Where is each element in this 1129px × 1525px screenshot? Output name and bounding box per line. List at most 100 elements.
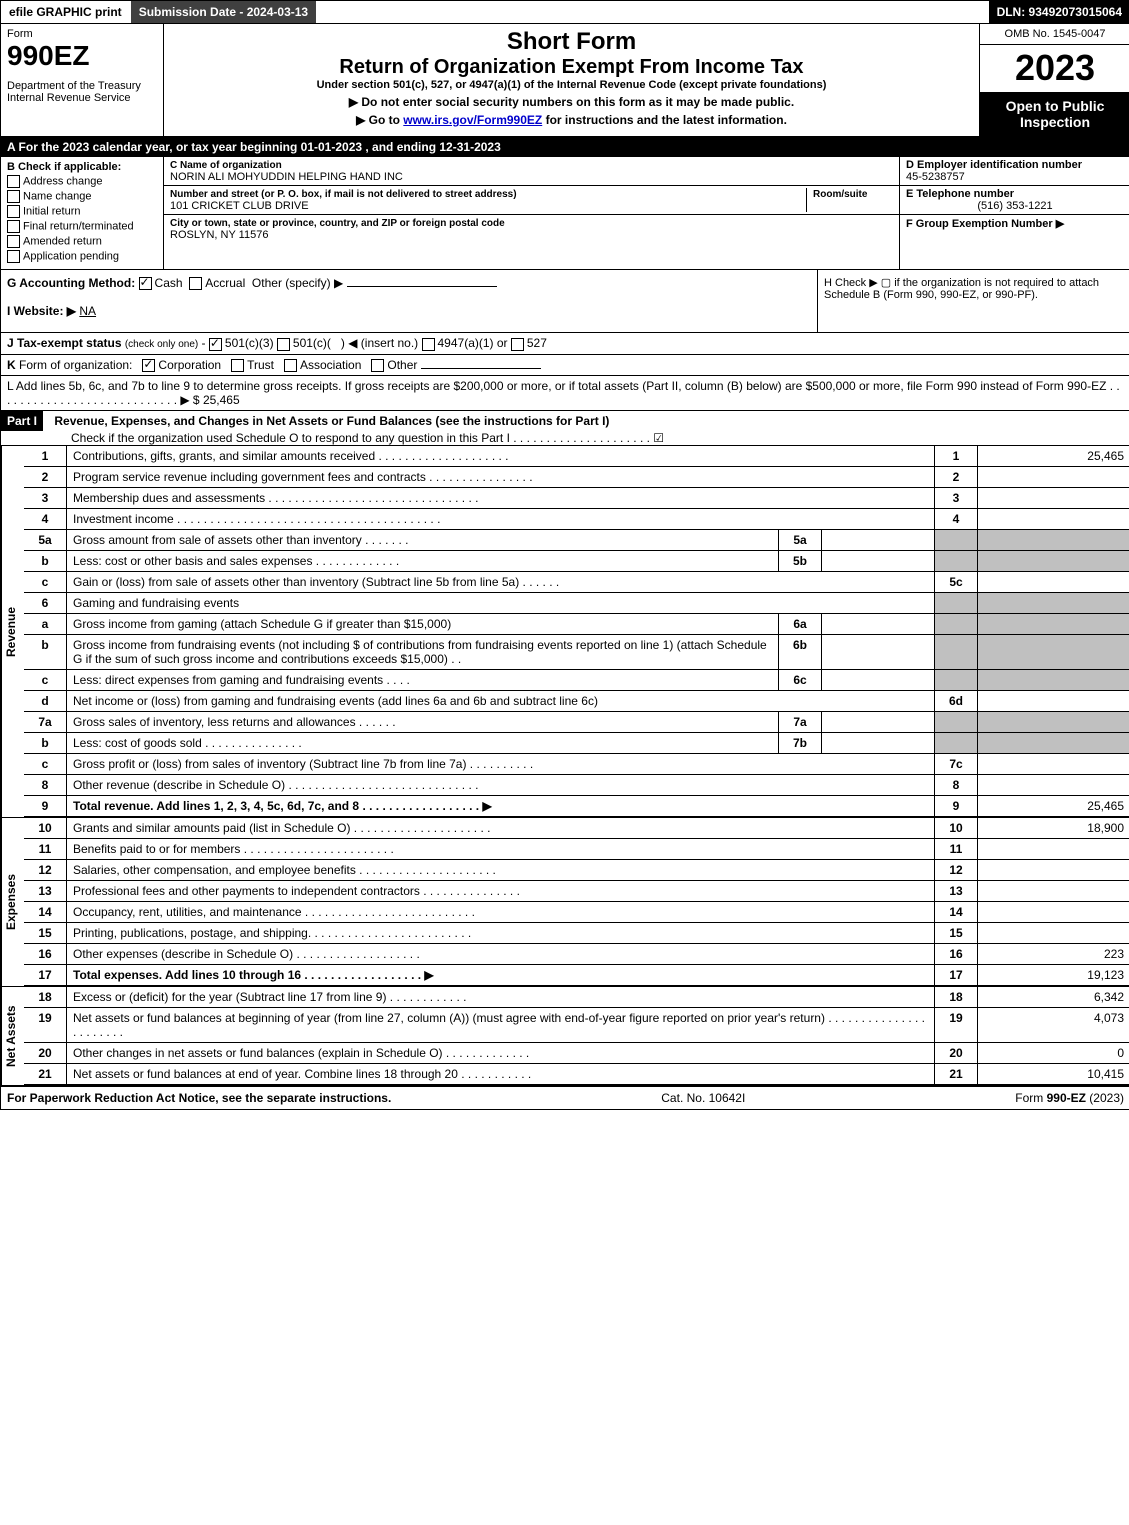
revenue-section: Revenue 1Contributions, gifts, grants, a… [1, 446, 1129, 818]
dept-line-2: Internal Revenue Service [7, 92, 157, 104]
group-block: F Group Exemption Number ▶ [900, 215, 1129, 232]
instruction-1: ▶ Do not enter social security numbers o… [170, 95, 973, 109]
revenue-table: 1Contributions, gifts, grants, and simil… [24, 446, 1129, 817]
part1-label: Part I [1, 411, 43, 431]
chk-501c3[interactable] [209, 338, 222, 351]
org-city: ROSLYN, NY 11576 [170, 229, 268, 241]
chk-address-change[interactable]: Address change [7, 175, 157, 188]
line-18: 18Excess or (deficit) for the year (Subt… [24, 987, 1129, 1008]
title-col: Short Form Return of Organization Exempt… [164, 24, 980, 136]
footer-left: For Paperwork Reduction Act Notice, see … [7, 1091, 391, 1105]
netassets-vert-label: Net Assets [1, 987, 24, 1085]
form-container: efile GRAPHIC print Submission Date - 20… [0, 0, 1129, 1110]
expenses-table: 10Grants and similar amounts paid (list … [24, 818, 1129, 986]
secg-other: Other (specify) ▶ [252, 276, 343, 290]
part1-check: Check if the organization used Schedule … [1, 431, 664, 445]
line-7a: 7aGross sales of inventory, less returns… [24, 711, 1129, 732]
revenue-vert-label: Revenue [1, 446, 24, 817]
section-k: K Form of organization: Corporation Trus… [1, 355, 1129, 376]
section-j: J Tax-exempt status (check only one) - 5… [1, 333, 1129, 354]
chk-assoc[interactable] [284, 359, 297, 372]
line-5c: cGain or (loss) from sale of assets othe… [24, 571, 1129, 592]
tel-lbl: E Telephone number [906, 188, 1014, 200]
tel-value: (516) 353-1221 [906, 200, 1124, 212]
section-g: G Accounting Method: Cash Accrual Other … [1, 270, 817, 332]
netassets-section: Net Assets 18Excess or (deficit) for the… [1, 987, 1129, 1087]
chk-other-org[interactable] [371, 359, 384, 372]
chk-527[interactable] [511, 338, 524, 351]
instr2-pre: ▶ Go to [356, 113, 403, 127]
secg-lbl: G Accounting Method: [7, 276, 135, 290]
line-8: 8Other revenue (describe in Schedule O) … [24, 774, 1129, 795]
group-lbl: F Group Exemption Number ▶ [906, 218, 1064, 230]
city-block: City or town, state or province, country… [164, 215, 899, 243]
line-12: 12Salaries, other compensation, and empl… [24, 859, 1129, 880]
section-b-label: B Check if applicable: [7, 161, 157, 173]
chk-4947[interactable] [422, 338, 435, 351]
top-bar: efile GRAPHIC print Submission Date - 20… [1, 1, 1129, 24]
line-19: 19Net assets or fund balances at beginni… [24, 1007, 1129, 1042]
line-13: 13Professional fees and other payments t… [24, 880, 1129, 901]
org-name-lbl: C Name of organization [170, 160, 282, 171]
org-name: NORIN ALI MOHYUDDIN HELPING HAND INC [170, 171, 403, 183]
gh-row: G Accounting Method: Cash Accrual Other … [1, 270, 1129, 333]
section-def: D Employer identification number 45-5238… [900, 157, 1129, 269]
chk-final-return[interactable]: Final return/terminated [7, 220, 157, 233]
form-label: Form [7, 28, 157, 40]
dln-label: DLN: 93492073015064 [989, 1, 1129, 23]
ein-lbl: D Employer identification number [906, 159, 1082, 171]
line-6b: bGross income from fundraising events (n… [24, 634, 1129, 669]
chk-amended[interactable]: Amended return [7, 235, 157, 248]
spacer [317, 1, 988, 23]
addr-lbl: Number and street (or P. O. box, if mail… [170, 189, 517, 200]
room-lbl: Room/suite [813, 189, 867, 200]
irs-link[interactable]: www.irs.gov/Form990EZ [403, 113, 542, 127]
chk-initial-return[interactable]: Initial return [7, 205, 157, 218]
instr2-post: for instructions and the latest informat… [542, 113, 787, 127]
line-14: 14Occupancy, rent, utilities, and mainte… [24, 901, 1129, 922]
section-b: B Check if applicable: Address change Na… [1, 157, 164, 269]
expenses-vert-label: Expenses [1, 818, 24, 986]
section-c: C Name of organization NORIN ALI MOHYUDD… [164, 157, 900, 269]
line-21: 21Net assets or fund balances at end of … [24, 1063, 1129, 1084]
chk-501c[interactable] [277, 338, 290, 351]
netassets-table: 18Excess or (deficit) for the year (Subt… [24, 987, 1129, 1085]
submission-date: Submission Date - 2024-03-13 [131, 1, 317, 23]
line-11: 11Benefits paid to or for members . . . … [24, 838, 1129, 859]
city-lbl: City or town, state or province, country… [170, 218, 505, 229]
line-7b: bLess: cost of goods sold . . . . . . . … [24, 732, 1129, 753]
chk-pending[interactable]: Application pending [7, 250, 157, 263]
line-9: 9Total revenue. Add lines 1, 2, 3, 4, 5c… [24, 795, 1129, 816]
line-2: 2Program service revenue including gover… [24, 466, 1129, 487]
efile-print-label[interactable]: efile GRAPHIC print [1, 1, 131, 23]
line-20: 20Other changes in net assets or fund ba… [24, 1042, 1129, 1063]
section-a: A For the 2023 calendar year, or tax yea… [1, 137, 1129, 157]
header-row: Form 990EZ Department of the Treasury In… [1, 24, 1129, 137]
chk-cash[interactable] [139, 277, 152, 290]
chk-name-change[interactable]: Name change [7, 190, 157, 203]
omb-number: OMB No. 1545-0047 [980, 24, 1129, 45]
dept-line-1: Department of the Treasury [7, 80, 157, 92]
form-number: 990EZ [7, 40, 157, 72]
instruction-2: ▶ Go to www.irs.gov/Form990EZ for instru… [170, 113, 973, 127]
ein-value: 45-5238757 [906, 171, 965, 183]
line-6: 6Gaming and fundraising events [24, 592, 1129, 613]
footer-mid: Cat. No. 10642I [661, 1091, 745, 1105]
section-l: L Add lines 5b, 6c, and 7b to line 9 to … [1, 376, 1129, 411]
line-4: 4Investment income . . . . . . . . . . .… [24, 508, 1129, 529]
expenses-section: Expenses 10Grants and similar amounts pa… [1, 818, 1129, 987]
right-col: OMB No. 1545-0047 2023 Open to Public In… [980, 24, 1129, 136]
line-15: 15Printing, publications, postage, and s… [24, 922, 1129, 943]
chk-trust[interactable] [231, 359, 244, 372]
line-5b: bLess: cost or other basis and sales exp… [24, 550, 1129, 571]
line-7c: cGross profit or (loss) from sales of in… [24, 753, 1129, 774]
line-1: 1Contributions, gifts, grants, and simil… [24, 446, 1129, 467]
line-6d: dNet income or (loss) from gaming and fu… [24, 690, 1129, 711]
part1-title: Revenue, Expenses, and Changes in Net As… [54, 414, 609, 428]
page-footer: For Paperwork Reduction Act Notice, see … [1, 1087, 1129, 1109]
open-to-public: Open to Public Inspection [980, 91, 1129, 136]
line-17: 17Total expenses. Add lines 10 through 1… [24, 964, 1129, 985]
chk-corp[interactable] [142, 359, 155, 372]
chk-accrual[interactable] [189, 277, 202, 290]
form-identifier-col: Form 990EZ Department of the Treasury In… [1, 24, 164, 136]
